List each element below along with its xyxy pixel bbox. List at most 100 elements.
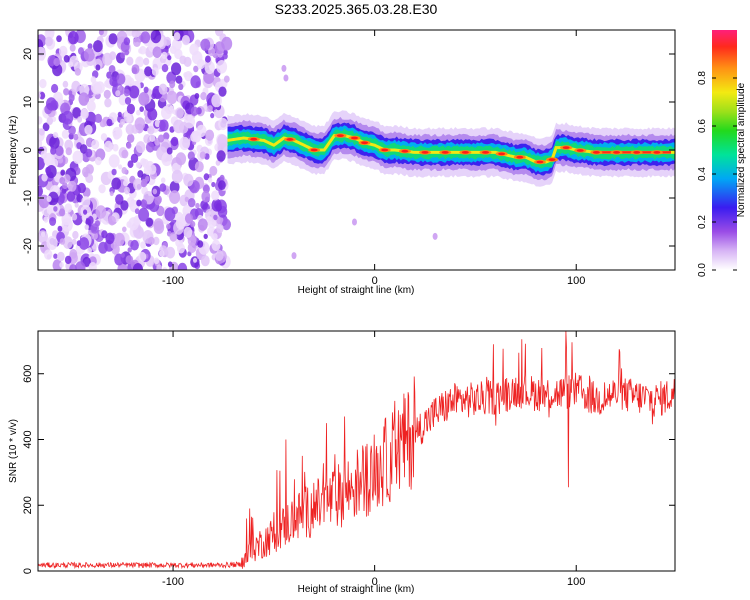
noise-blob <box>71 80 81 93</box>
noise-blob <box>140 31 151 44</box>
noise-blob <box>169 232 178 242</box>
signal-hotspot-core <box>633 151 641 154</box>
noise-blob <box>56 35 62 43</box>
noise-blob <box>74 68 81 76</box>
y-tick-label: -10 <box>22 190 34 206</box>
noise-blob <box>154 119 161 128</box>
noise-blob <box>126 56 134 66</box>
noise-blob <box>113 130 121 140</box>
noise-blob <box>45 166 51 174</box>
noise-blob <box>211 239 221 251</box>
noise-blob <box>222 218 231 231</box>
noise-blob <box>90 223 99 234</box>
noise-blob <box>156 264 163 270</box>
noise-blob <box>219 174 225 182</box>
noise-blob <box>50 147 57 155</box>
noise-blob <box>159 119 169 132</box>
noise-blob <box>207 105 213 113</box>
noise-blob <box>138 92 150 106</box>
noise-blob <box>139 106 144 112</box>
noise-blob <box>72 230 79 240</box>
noise-blob <box>143 57 150 66</box>
y-tick-label: -20 <box>22 238 34 254</box>
colorbar-tick-label: 0.0 <box>697 263 708 277</box>
noise-blob <box>38 116 43 125</box>
noise-blob <box>108 33 118 45</box>
noise-blob <box>189 43 199 56</box>
signal-hotspot-core <box>286 138 294 141</box>
noise-blob <box>126 142 132 149</box>
noise-blob <box>194 161 204 173</box>
noise-blob <box>61 187 67 194</box>
noise-blob <box>151 67 159 76</box>
noise-blob <box>162 267 168 270</box>
noise-blob <box>62 236 73 249</box>
noise-blob <box>215 30 224 37</box>
noise-blob <box>124 49 130 56</box>
noise-blob <box>71 238 77 245</box>
noise-blob <box>124 97 132 105</box>
noise-blob <box>61 218 73 232</box>
noise-blob <box>166 71 177 84</box>
signal-hotspot-core <box>361 141 369 145</box>
noise-blob <box>222 53 228 60</box>
noise-blob <box>123 179 129 187</box>
noise-blob <box>127 160 134 168</box>
noise-blob <box>135 56 145 68</box>
noise-blob <box>53 253 58 259</box>
noise-blob <box>217 134 228 148</box>
signal-hotspot-core <box>613 151 621 154</box>
noise-blob <box>104 98 112 108</box>
noise-blob <box>53 206 58 212</box>
noise-blob <box>169 190 181 205</box>
noise-blob <box>66 191 76 202</box>
noise-blob <box>83 209 88 215</box>
heatmap-signal-band <box>227 110 675 187</box>
noise-blob <box>153 257 160 265</box>
noise-speck <box>351 218 357 226</box>
noise-blob <box>52 63 63 77</box>
snr-plot-area <box>38 331 675 570</box>
noise-blob <box>58 208 66 217</box>
noise-blob <box>49 135 60 150</box>
noise-blob <box>137 170 144 178</box>
noise-blob <box>49 217 57 226</box>
noise-blob <box>173 32 181 41</box>
signal-hotspot-core <box>576 149 584 152</box>
noise-blob <box>64 203 73 213</box>
noise-blob <box>38 92 41 99</box>
noise-blob <box>53 58 60 67</box>
noise-blob <box>161 64 169 73</box>
noise-blob <box>200 255 210 267</box>
noise-blob <box>126 221 132 228</box>
noise-blob <box>73 133 79 141</box>
noise-blob <box>197 240 204 248</box>
noise-blob <box>173 119 185 134</box>
noise-blob <box>187 151 195 161</box>
signal-hotspot-core <box>482 151 490 154</box>
noise-blob <box>143 165 152 175</box>
snr-frame <box>37 330 676 572</box>
noise-blob <box>131 30 139 38</box>
noise-blob <box>98 184 106 194</box>
noise-blob <box>86 100 96 112</box>
signal-hotspot-core <box>548 158 556 162</box>
noise-blob <box>112 143 119 152</box>
noise-blob <box>101 230 108 239</box>
noise-blob <box>143 134 152 144</box>
colorbar: 0.0 0.2 0.4 0.6 0.8 Normalized spectral ampl… <box>697 30 747 277</box>
noise-blob <box>62 110 74 125</box>
noise-blob <box>94 113 103 123</box>
noise-speck <box>291 252 297 260</box>
noise-blob <box>121 149 129 159</box>
heatmap-y-axis-label: Frequency (Hz) <box>8 116 19 185</box>
noise-blob <box>159 250 165 257</box>
noise-blob <box>138 251 147 262</box>
noise-blob <box>59 262 64 268</box>
noise-blob <box>211 181 216 188</box>
noise-blob <box>144 66 153 77</box>
noise-blob <box>38 128 45 136</box>
noise-blob <box>218 117 228 131</box>
noise-speck <box>432 232 438 240</box>
